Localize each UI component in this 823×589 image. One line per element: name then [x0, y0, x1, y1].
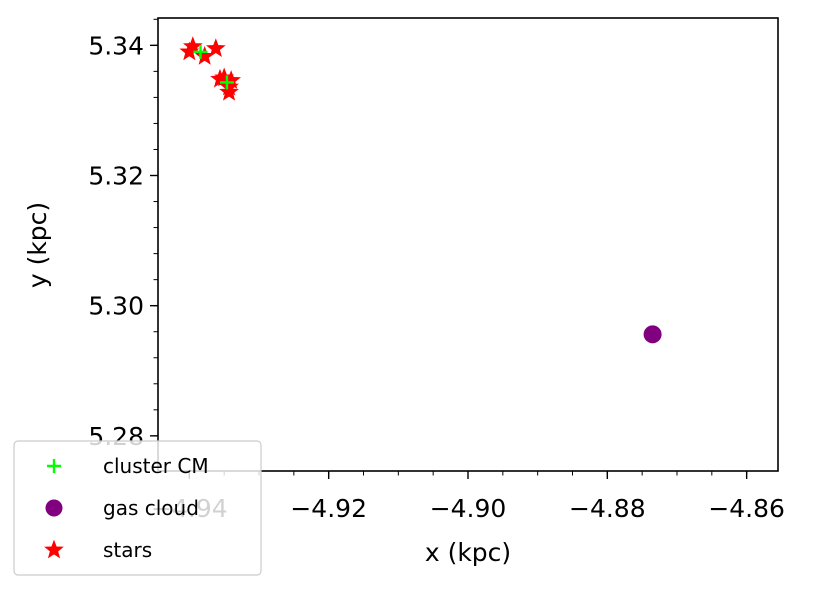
x-tick-label: −4.88: [569, 494, 646, 523]
y-tick-label: 5.30: [88, 292, 144, 321]
data-point-star: [205, 38, 226, 57]
legend-box: [13, 440, 262, 576]
legend-marker-circle: [45, 499, 63, 517]
data-point-star: [221, 70, 241, 89]
legend-label: stars: [103, 538, 152, 562]
data-point-star: [182, 36, 203, 56]
x-tick-label: −4.86: [708, 494, 785, 523]
legend-label: cluster CM: [103, 454, 209, 478]
legend-label: gas cloud: [103, 496, 199, 520]
x-tick-label: −4.90: [430, 494, 507, 523]
legend-marker-star: [44, 539, 64, 559]
legend-marker-plus: [47, 459, 61, 473]
x-tick-label: −4.92: [290, 494, 367, 523]
plot-frame: [157, 17, 779, 472]
data-point-star: [219, 81, 239, 101]
y-axis-label: y (kpc): [23, 202, 52, 288]
legend: cluster CM gas cloud stars: [13, 440, 262, 576]
y-tick-label: 5.32: [88, 162, 144, 191]
data-point-circle: [643, 325, 662, 344]
data-point-plus: [193, 44, 208, 59]
data-point-plus: [219, 75, 234, 90]
x-axis-label: x (kpc): [425, 538, 511, 567]
y-tick-label: 5.34: [88, 31, 144, 60]
